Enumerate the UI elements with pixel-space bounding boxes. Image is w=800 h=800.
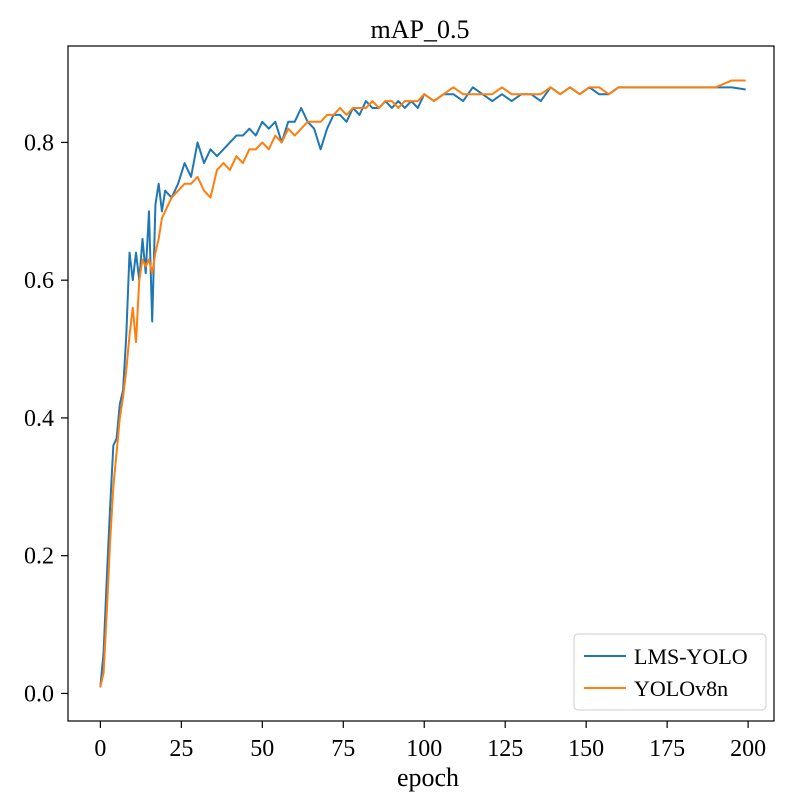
y-tick-label: 0.6 [24, 268, 54, 294]
x-tick-label: 125 [487, 736, 523, 762]
y-tick-label: 0.8 [24, 130, 54, 156]
x-tick-label: 25 [169, 736, 193, 762]
series-layer [99, 79, 746, 688]
plot-frame [67, 45, 775, 722]
legend-box [573, 633, 767, 711]
axis-layer: 0 25 50 75 100 125 150 175 200 0.0 0.2 0.4 0.6 0.8 [24, 130, 766, 762]
x-tick-label: 0 [94, 736, 106, 762]
legend-label-yolov8n: YOLOv8n [634, 676, 728, 701]
legend-label-lms-yolo: LMS-YOLO [634, 644, 748, 669]
y-tick-label: 0.2 [24, 544, 54, 570]
legend: LMS-YOLO YOLOv8n [573, 633, 767, 711]
series-line-yolov8n [99, 79, 746, 688]
x-axis-label: epoch [397, 763, 459, 792]
y-tick-label: 0.4 [24, 406, 54, 432]
x-tick-label: 50 [250, 736, 274, 762]
chart-title: mAP_0.5 [371, 15, 470, 44]
x-tick-label: 75 [331, 736, 355, 762]
x-tick-label: 175 [649, 736, 685, 762]
x-tick-label: 100 [406, 736, 442, 762]
x-tick-label: 150 [568, 736, 604, 762]
x-tick-label: 200 [730, 736, 766, 762]
y-tick-label: 0.0 [24, 681, 54, 707]
